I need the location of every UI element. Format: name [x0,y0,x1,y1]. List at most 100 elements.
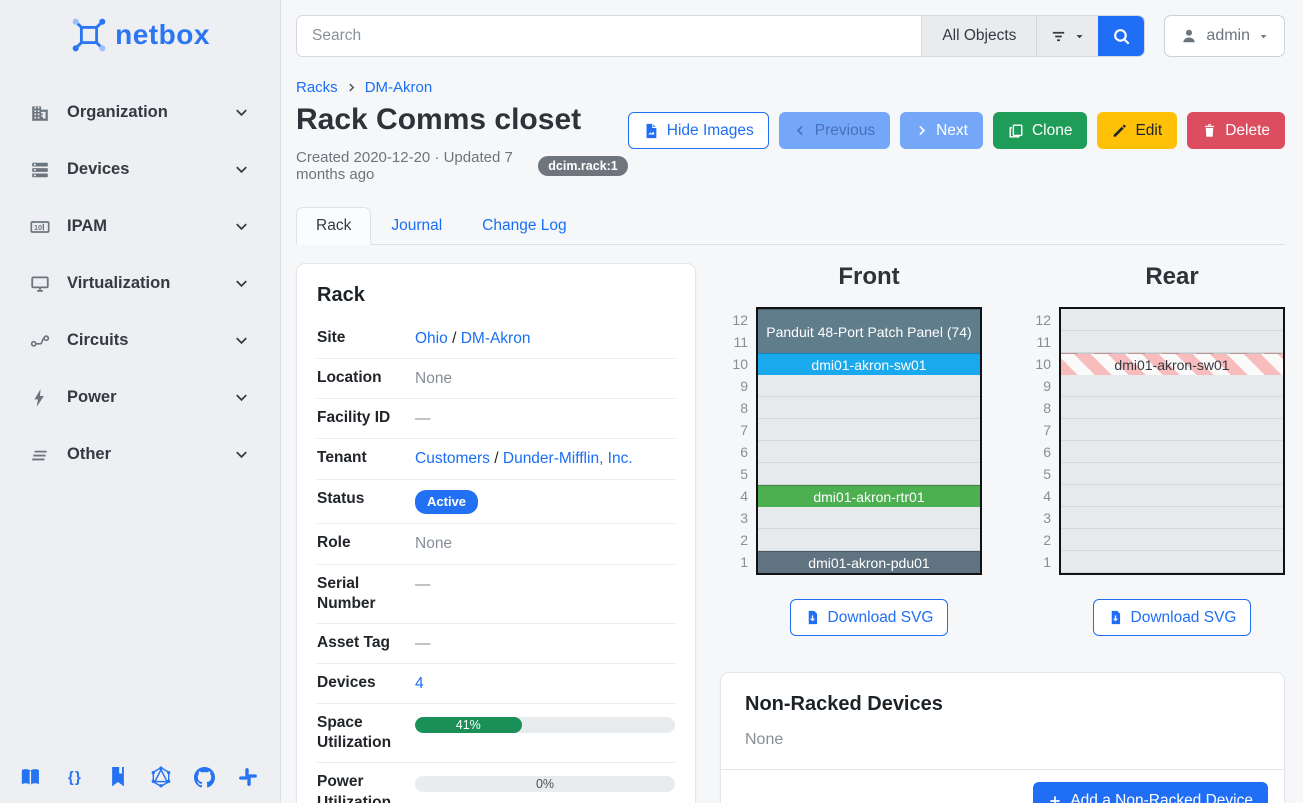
sidebar-item-circuits[interactable]: Circuits [0,312,280,369]
hide-images-button[interactable]: Hide Images [627,112,769,149]
sidebar-item-virtualization[interactable]: Virtualization [0,255,280,312]
breadcrumb-dm-akron[interactable]: DM-Akron [364,79,433,96]
github-icon[interactable] [194,766,216,788]
file-download-icon [808,610,817,625]
add-non-racked-device-button[interactable]: Add a Non-Racked Device [1033,782,1268,803]
status-badge: Active [415,489,479,515]
empty-rack-unit[interactable] [1061,331,1283,353]
download-svg-front-button[interactable]: Download SVG [789,599,949,636]
row-site: Site Ohio / DM-Akron [317,319,675,360]
sidebar-item-power[interactable]: Power [0,369,280,426]
virtualization-icon [31,275,49,292]
unit-label: 7 [1043,422,1051,438]
unit-label: 2 [1043,532,1051,548]
tenant-link[interactable]: Dunder-Mifflin, Inc. [502,450,633,468]
page-header: Rack Comms closet Created 2020-12-20 · U… [296,103,1285,183]
clone-button[interactable]: Clone [992,112,1088,149]
devices-count-link[interactable]: 4 [415,675,424,693]
unit-label: 10 [1035,356,1051,372]
empty-rack-unit[interactable] [1061,309,1283,331]
docs-icon[interactable] [20,766,42,788]
empty-rack-unit[interactable] [758,463,980,485]
chevron-down-icon [236,280,247,288]
tab-content: Rack Site Ohio / DM-Akron Location None [296,263,1285,803]
user-menu[interactable]: admin [1164,15,1285,57]
sidebar-item-other[interactable]: Other [0,426,280,483]
empty-rack-unit[interactable] [1061,397,1283,419]
empty-rack-unit[interactable] [1061,485,1283,507]
serial-value: — [415,575,431,593]
rack-device[interactable]: dmi01-akron-sw01 [1061,353,1283,375]
sidebar: netbox Organization Devices 10 IPAM Virt… [0,0,281,803]
facility-id-value: — [415,410,431,428]
sidebar-item-organization[interactable]: Organization [0,84,280,141]
search-input[interactable] [297,16,922,56]
netbox-wordmark: netbox [115,19,210,50]
power-utilization-bar: 0% [415,776,675,793]
rack-device[interactable]: dmi01-akron-sw01 [758,353,980,375]
api-icon[interactable]: { } [67,768,81,786]
unit-label: 12 [1035,312,1051,328]
delete-button[interactable]: Delete [1187,112,1285,149]
unit-label: 1 [1043,554,1051,570]
non-racked-body: None [745,731,784,748]
empty-rack-unit[interactable] [758,441,980,463]
space-utilization-fill: 41% [415,717,522,734]
tab-rack[interactable]: Rack [296,207,372,245]
sidebar-item-label: IPAM [67,217,108,235]
front-rack: Panduit 48-Port Patch Panel (74) dmi01-ak… [756,307,982,575]
unit-label: 11 [1036,334,1051,350]
object-type-selector[interactable]: All Objects [921,16,1037,56]
previous-button[interactable]: Previous [778,112,891,149]
page-title: Rack Comms closet [296,103,582,136]
empty-rack-unit[interactable] [758,397,980,419]
slack-icon[interactable] [237,766,259,788]
download-svg-rear-button[interactable]: Download SVG [1092,599,1252,636]
space-utilization-bar: 41% [415,717,675,734]
unit-label: 8 [1043,400,1051,416]
asset-tag-value: — [415,634,431,652]
breadcrumb: Racks DM-Akron [296,79,1285,96]
tenant-group-link[interactable]: Customers [415,450,490,468]
search-button[interactable] [1098,16,1145,56]
search-filter-dropdown[interactable] [1036,16,1099,56]
sidebar-item-label: Organization [67,103,168,121]
empty-rack-unit[interactable] [1061,375,1283,397]
empty-rack-unit[interactable] [1061,507,1283,529]
chevron-down-icon [236,337,247,345]
empty-rack-unit[interactable] [758,507,980,529]
rack-device[interactable]: dmi01-akron-rtr01 [758,485,980,507]
sidebar-item-label: Circuits [67,331,129,349]
unit-label: 12 [732,312,748,328]
empty-rack-unit[interactable] [1061,551,1283,573]
edit-button[interactable]: Edit [1097,112,1178,149]
empty-rack-unit[interactable] [1061,529,1283,551]
bookmark-icon[interactable] [107,766,129,788]
breadcrumb-racks[interactable]: Racks [296,79,338,96]
site-group-link[interactable]: DM-Akron [460,330,531,347]
tab-journal[interactable]: Journal [391,217,443,234]
empty-rack-unit[interactable] [758,375,980,397]
site-link[interactable]: Ohio [415,330,448,347]
empty-rack-unit[interactable] [758,529,980,551]
global-search: All Objects [296,15,1146,57]
netbox-logo[interactable]: netbox [10,16,270,54]
empty-rack-unit[interactable] [758,419,980,441]
trash-icon [1205,124,1215,137]
tab-change-log[interactable]: Change Log [482,217,567,234]
unit-label: 9 [1043,378,1051,394]
user-label: admin [1206,27,1250,44]
sidebar-item-label: Virtualization [67,274,171,292]
empty-rack-unit[interactable] [1061,419,1283,441]
next-button[interactable]: Next [900,112,983,149]
front-unit-labels: 12 11 10 9 8 7 6 5 4 3 2 1 [720,307,748,575]
graphql-icon[interactable] [150,766,172,788]
rack-device[interactable]: dmi01-akron-pdu01 [758,551,980,573]
sidebar-item-devices[interactable]: Devices [0,141,280,198]
sidebar-item-ipam[interactable]: 10 IPAM [0,198,280,255]
sidebar-footer: { } [0,766,280,803]
empty-rack-unit[interactable] [1061,441,1283,463]
front-elevation: Front 12 11 10 9 8 7 6 5 4 3 2 1 Panduit 48-Port Pa… [720,263,982,636]
rack-device[interactable]: Panduit 48-Port Patch Panel (74) [758,309,980,353]
empty-rack-unit[interactable] [1061,463,1283,485]
